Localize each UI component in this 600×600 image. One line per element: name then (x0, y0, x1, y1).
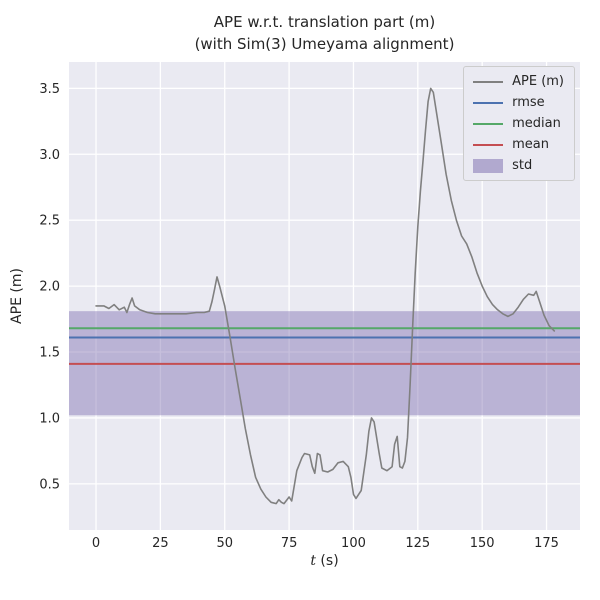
x-tick-label: 125 (405, 536, 430, 551)
legend-label-ape: APE (m) (512, 74, 564, 89)
legend-item-median: median (473, 116, 564, 131)
x-tick-label: 150 (470, 536, 495, 551)
legend-item-std: std (473, 158, 564, 173)
x-tick-label: 175 (534, 536, 559, 551)
y-tick-label: 2.0 (39, 280, 60, 295)
x-tick-label: 75 (281, 536, 298, 551)
y-tick-label: 1.5 (39, 346, 60, 361)
legend-label-rmse: rmse (512, 95, 545, 110)
x-tick-label: 100 (341, 536, 366, 551)
mean-line-swatch (473, 143, 504, 146)
x-tick-label: 50 (216, 536, 233, 551)
legend-item-rmse: rmse (473, 95, 564, 110)
legend: APE (m) rmse median mean std (463, 66, 575, 181)
y-tick-label: 1.0 (39, 411, 60, 426)
legend-label-mean: mean (512, 137, 549, 152)
x-axis-label-unit: (s) (315, 553, 339, 569)
y-tick-label: 3.0 (39, 148, 60, 163)
median-line-swatch (473, 122, 504, 125)
y-tick-label: 0.5 (39, 477, 60, 492)
chart-title-line2: (with Sim(3) Umeyama alignment) (194, 34, 455, 53)
legend-item-ape: APE (m) (473, 74, 564, 89)
x-axis-label: t (s) (69, 553, 580, 569)
std-band-swatch (473, 158, 504, 173)
y-axis-label: APE (m) (9, 268, 25, 324)
x-tick-label: 0 (92, 536, 100, 551)
chart-title-line1: APE w.r.t. translation part (m) (213, 13, 436, 31)
x-tick-label: 25 (152, 536, 169, 551)
y-tick-label: 3.5 (39, 82, 60, 97)
rmse-line-swatch (473, 101, 504, 104)
legend-label-std: std (512, 158, 533, 173)
ape-line-swatch (473, 80, 504, 83)
legend-item-mean: mean (473, 137, 564, 152)
chart-title: APE w.r.t. translation part (m) (with Si… (69, 12, 580, 56)
legend-label-median: median (512, 116, 561, 131)
ape-line (95, 87, 556, 505)
y-tick-label: 2.5 (39, 214, 60, 229)
x-axis-label-variable: t (310, 553, 316, 569)
